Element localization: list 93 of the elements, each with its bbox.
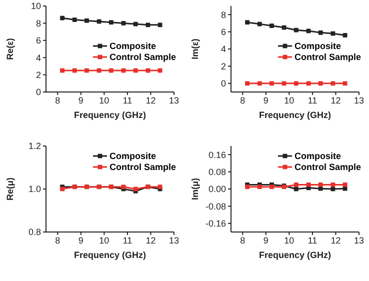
x-axis-title: Frequency (GHz) xyxy=(74,250,146,260)
x-tick-label: 12 xyxy=(330,95,341,106)
x-tick-label: 9 xyxy=(263,95,268,106)
point xyxy=(330,31,336,36)
point xyxy=(108,20,114,25)
x-tick-label: 8 xyxy=(240,235,246,246)
point xyxy=(257,81,262,86)
point xyxy=(294,81,298,86)
point xyxy=(84,68,89,73)
point xyxy=(72,18,77,22)
point xyxy=(270,81,274,86)
x-tick-label: 11 xyxy=(308,235,318,246)
y-tick-label: 4 xyxy=(36,52,41,63)
point xyxy=(330,81,336,86)
x-tick-label: 12 xyxy=(330,235,341,246)
y-tick-label: 0.8 xyxy=(28,227,41,238)
x-tick-label: 8 xyxy=(55,235,60,246)
point xyxy=(306,81,311,86)
legend-label: Composite xyxy=(109,150,156,160)
y-tick-label: 6 xyxy=(36,36,41,46)
y-tick-label: -0.16 xyxy=(205,218,226,229)
legend-label: Control Sample xyxy=(109,162,176,172)
point xyxy=(282,25,286,30)
point xyxy=(282,81,286,86)
x-tick-label: 10 xyxy=(99,235,110,246)
y-tick-label: 0 xyxy=(36,87,41,98)
x-tick-label: 13 xyxy=(354,95,364,106)
point xyxy=(72,68,77,73)
y-tick-label: 1.2 xyxy=(28,141,41,152)
y-tick-label: 6 xyxy=(220,26,226,37)
y-axis-title: Re(μ) xyxy=(5,177,16,201)
y-tick-label: -0.08 xyxy=(205,201,226,212)
x-tick-label: 9 xyxy=(78,95,84,106)
point xyxy=(146,68,150,73)
y-tick-label: 8 xyxy=(36,18,41,28)
y-tick-label: 4 xyxy=(220,44,226,54)
x-axis-title: Frequency (GHz) xyxy=(258,250,332,260)
x-tick-label: 9 xyxy=(78,235,84,246)
y-tick-label: 0.00 xyxy=(208,184,226,194)
x-axis-title: Frequency (GHz) xyxy=(258,110,332,120)
legend-label: Composite xyxy=(294,150,341,160)
point xyxy=(146,22,150,28)
point xyxy=(342,33,348,38)
point xyxy=(158,22,162,28)
point xyxy=(60,68,64,73)
x-tick-label: 12 xyxy=(146,95,156,106)
point xyxy=(306,28,311,34)
y-tick-label: 1.0 xyxy=(28,184,41,194)
x-tick-label: 12 xyxy=(146,235,156,246)
legend-label: Control Sample xyxy=(294,52,361,62)
point xyxy=(342,81,348,86)
point xyxy=(96,19,102,24)
point xyxy=(60,16,64,20)
y-tick-label: 2 xyxy=(220,61,226,72)
x-tick-label: 13 xyxy=(168,235,180,246)
x-tick-label: 10 xyxy=(99,95,110,106)
x-tick-label: 13 xyxy=(354,235,364,246)
legend-label: Composite xyxy=(294,40,341,50)
x-tick-label: 10 xyxy=(284,235,294,246)
point xyxy=(96,68,102,73)
x-tick-label: 13 xyxy=(168,95,180,106)
x-tick-label: 8 xyxy=(55,95,60,106)
point xyxy=(133,68,138,73)
point xyxy=(294,28,298,32)
x-tick-label: 8 xyxy=(240,95,246,106)
y-axis-title: Im(μ) xyxy=(190,178,200,200)
point xyxy=(108,68,114,73)
y-axis-title: Im(ε) xyxy=(190,38,200,60)
legend-label: Control Sample xyxy=(294,162,361,172)
legend-label: Control Sample xyxy=(109,52,176,62)
point xyxy=(318,30,323,35)
x-axis-title: Frequency (GHz) xyxy=(74,110,146,120)
point xyxy=(245,20,250,25)
y-tick-label: 0.16 xyxy=(208,150,226,160)
y-tick-label: 2 xyxy=(36,70,41,80)
x-tick-label: 11 xyxy=(122,95,132,106)
y-axis-title: Re(ε) xyxy=(5,38,16,60)
point xyxy=(270,24,274,28)
x-tick-label: 11 xyxy=(308,95,318,106)
x-tick-label: 10 xyxy=(284,95,294,106)
x-tick-label: 9 xyxy=(263,235,268,246)
point xyxy=(318,81,323,86)
point xyxy=(257,22,262,26)
point xyxy=(121,21,126,26)
y-tick-label: 10 xyxy=(30,1,41,12)
point xyxy=(245,81,250,86)
x-tick-label: 11 xyxy=(122,235,132,246)
point xyxy=(133,22,138,26)
y-tick-label: 0 xyxy=(220,78,226,89)
y-tick-label: 8 xyxy=(220,10,226,20)
y-tick-label: 0.08 xyxy=(208,166,226,177)
legend-label: Composite xyxy=(109,40,156,50)
point xyxy=(84,18,89,23)
